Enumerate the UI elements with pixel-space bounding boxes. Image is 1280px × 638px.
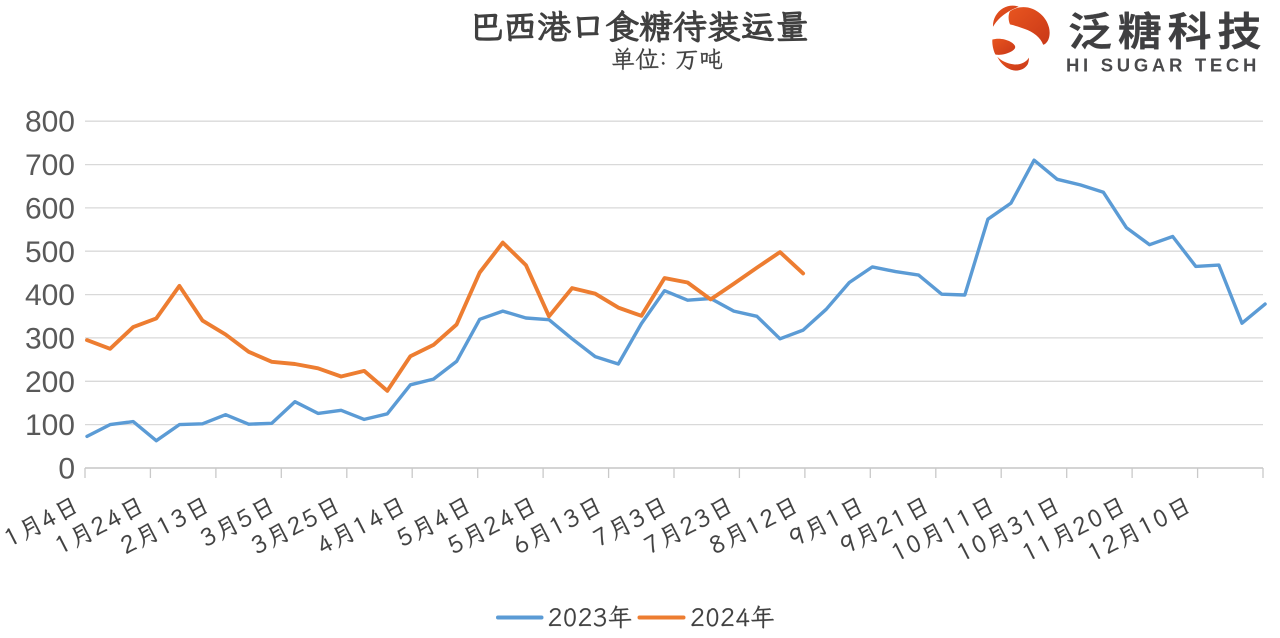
- svg-text:600: 600: [25, 192, 75, 225]
- svg-text:800: 800: [25, 106, 75, 139]
- svg-text:500: 500: [25, 236, 75, 269]
- svg-text:700: 700: [25, 149, 75, 182]
- svg-text:400: 400: [25, 279, 75, 312]
- svg-text:100: 100: [25, 409, 75, 442]
- svg-text:300: 300: [25, 322, 75, 355]
- svg-text:0: 0: [58, 453, 75, 486]
- svg-text:HI SUGAR TECH: HI SUGAR TECH: [1066, 55, 1260, 76]
- svg-text:200: 200: [25, 366, 75, 399]
